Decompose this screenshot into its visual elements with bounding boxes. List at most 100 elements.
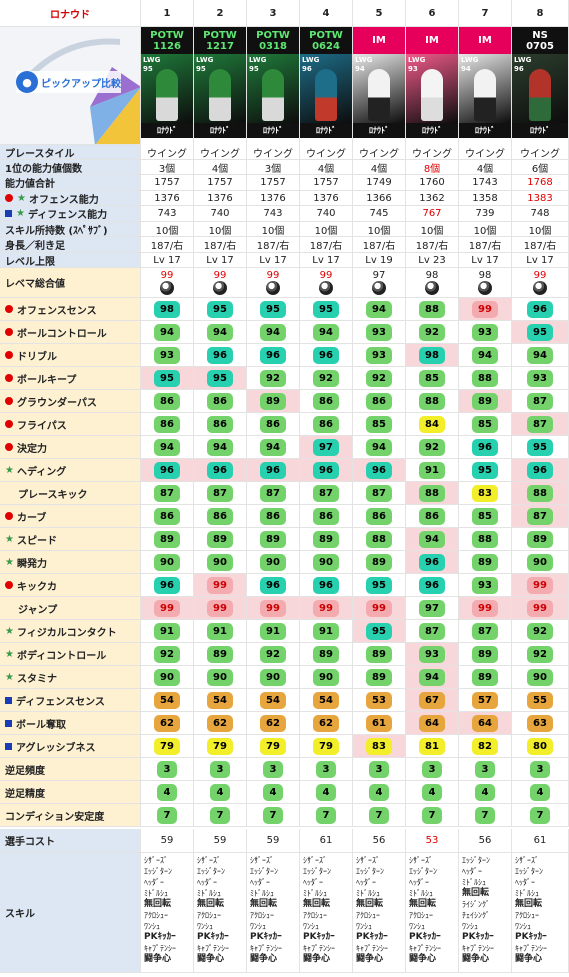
player-card[interactable]: NS 0705 LWG 96 ﾛﾅｳﾄﾞ <box>512 27 569 145</box>
remake-value: 99 <box>319 270 333 281</box>
basic-value: 767 <box>406 206 459 222</box>
column-number: 6 <box>406 0 459 27</box>
row-label-text: 身長／利き足 <box>5 241 65 252</box>
remake-cell: 99 <box>194 268 247 298</box>
football-icon <box>533 281 547 295</box>
player-card[interactable]: POTW 0318 LWG 95 ﾛﾅｳﾄﾞ <box>247 27 300 145</box>
stat-cell: 94 <box>194 436 247 459</box>
stat-cell: 89 <box>247 390 300 413</box>
star-icon: ★ <box>5 556 14 568</box>
stat-badge: 94 <box>154 438 180 456</box>
stat-cell: 87 <box>459 620 512 643</box>
stat-badge: 80 <box>527 737 553 755</box>
card-type: IM <box>372 35 386 46</box>
stat-badge: 88 <box>419 300 445 318</box>
blue-square-icon <box>5 719 12 727</box>
stat-badge: 94 <box>207 323 233 341</box>
stat-cell: 94 <box>353 298 406 321</box>
player-card[interactable]: IM LWG 94 ﾛﾅｳﾄﾞ <box>353 27 406 145</box>
skill-list: ｼｻﾞｰｽﾞ ｴｯｼﾞﾀｰﾝ ﾍｯﾀﾞｰ ﾐﾄﾞﾙｼｭ 無回転 ｱｸﾛｼｭｰ ﾜﾝｼｭ PKｷ… <box>247 853 300 973</box>
skill-item: ﾐﾄﾞﾙｼｭ <box>515 889 539 898</box>
skill-item: ﾜﾝｼｭ <box>409 922 425 931</box>
stat-badge: 86 <box>207 415 233 433</box>
stat-badge: 87 <box>472 622 498 640</box>
remake-cell: 99 <box>247 268 300 298</box>
small-stat-badge: 3 <box>210 760 230 778</box>
stat-badge: 99 <box>207 599 233 617</box>
stat-badge: 84 <box>419 415 445 433</box>
stat-badge: 85 <box>419 369 445 387</box>
small-stat-cell: 7 <box>353 804 406 827</box>
stat-cell: 96 <box>194 344 247 367</box>
small-stat-cell: 3 <box>353 758 406 781</box>
skill-item: ﾁｪｲｼﾝｸﾞ <box>462 911 490 920</box>
stat-badge: 92 <box>313 369 339 387</box>
row-label: キックカ <box>0 574 141 597</box>
player-photo: LWG 95 <box>194 54 246 123</box>
skill-item: ﾍｯﾀﾞｰ <box>515 878 535 887</box>
basic-value: 4個 <box>353 160 406 175</box>
stat-cell: 62 <box>194 712 247 735</box>
stat-cell: 92 <box>300 367 353 390</box>
basic-value: 3個 <box>141 160 194 175</box>
row-label-text: ボールコントロール <box>17 328 107 340</box>
basic-value: 1757 <box>194 175 247 191</box>
player-card[interactable]: POTW 1217 LWG 95 ﾛﾅｳﾄﾞ <box>194 27 247 145</box>
star-icon: ★ <box>5 464 14 476</box>
player-card[interactable]: IM LWG 94 ﾛﾅｳﾄﾞ <box>459 27 512 145</box>
basic-value: 10個 <box>141 222 194 237</box>
stat-cell: 87 <box>141 482 194 505</box>
stat-cell: 89 <box>353 643 406 666</box>
small-stat-badge: 7 <box>210 806 230 824</box>
user-icon: ● <box>16 71 38 93</box>
stat-cell: 91 <box>300 620 353 643</box>
skill-item: ｼｻﾞｰｽﾞ <box>197 856 221 865</box>
basic-value: 187/右 <box>406 237 459 253</box>
stat-badge: 89 <box>472 645 498 663</box>
stat-cell: 87 <box>300 482 353 505</box>
stat-badge: 62 <box>313 714 339 732</box>
small-stat-cell: 3 <box>459 758 512 781</box>
small-stat-badge: 7 <box>263 806 283 824</box>
stat-badge: 89 <box>472 392 498 410</box>
player-card[interactable]: IM LWG 93 ﾛﾅｳﾄﾞ <box>406 27 459 145</box>
skill-list: ｼｻﾞｰｽﾞ ｴｯｼﾞﾀｰﾝ ﾍｯﾀﾞｰ ﾐﾄﾞﾙｼｭ 無回転 ｱｸﾛｼｭｰ ﾜﾝｼｭ PKｷ… <box>141 853 194 973</box>
player-card[interactable]: POTW 0624 LWG 96 ﾛﾅｳﾄﾞ <box>300 27 353 145</box>
stat-badge: 88 <box>366 530 392 548</box>
row-label: オフェンスセンス <box>0 298 141 321</box>
skill-item: PKｷｯｶｰ <box>197 932 229 942</box>
small-stat-cell: 7 <box>406 804 459 827</box>
pickup-compare-link[interactable]: ● ピックアップ比較 <box>16 71 121 93</box>
player-card[interactable]: POTW 1126 LWG 95 ﾛﾅｳﾄﾞ <box>141 27 194 145</box>
stat-cell: 96 <box>300 574 353 597</box>
stat-cell: 89 <box>141 528 194 551</box>
card-player-name: ﾛﾅｳﾄﾞ <box>406 123 458 138</box>
stat-badge: 91 <box>207 622 233 640</box>
skill-item: 闘争心 <box>250 954 278 964</box>
small-stat-cell: 3 <box>512 758 569 781</box>
player-photo: LWG 93 <box>406 54 458 123</box>
stat-cell: 99 <box>141 597 194 620</box>
stat-cell: 63 <box>512 712 569 735</box>
stat-badge: 62 <box>154 714 180 732</box>
basic-value: Lv 17 <box>194 253 247 268</box>
stat-cell: 95 <box>300 298 353 321</box>
stat-badge: 55 <box>527 691 553 709</box>
basic-value: 1743 <box>459 175 512 191</box>
stat-badge: 95 <box>207 300 233 318</box>
card-type-header: POTW 1217 <box>194 27 246 54</box>
basic-value: 187/右 <box>247 237 300 253</box>
stat-cell: 94 <box>300 321 353 344</box>
skill-item: ｼｻﾞｰｽﾞ <box>515 856 539 865</box>
pickup-compare-label: ピックアップ比較 <box>41 78 121 90</box>
basic-value: 1362 <box>406 191 459 206</box>
stat-badge: 88 <box>419 484 445 502</box>
football-icon <box>372 281 386 295</box>
card-type-header: POTW 0624 <box>300 27 352 54</box>
red-dot-icon <box>5 581 13 589</box>
basic-value: 6個 <box>512 160 569 175</box>
skill-item: ﾐﾄﾞﾙｼｭ <box>144 889 168 898</box>
red-dot-icon <box>5 351 13 359</box>
stat-badge: 95 <box>366 622 392 640</box>
stat-cell: 64 <box>406 712 459 735</box>
